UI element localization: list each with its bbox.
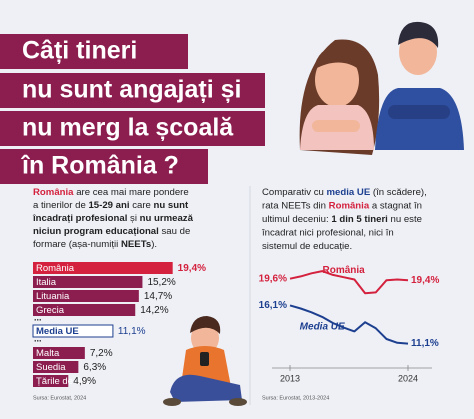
value-label: 14,2% bbox=[140, 305, 168, 316]
text-segment: ). bbox=[151, 239, 157, 250]
bar bbox=[33, 262, 173, 274]
text-segment: a tinerilor de bbox=[33, 200, 88, 211]
text-segment: România bbox=[329, 200, 370, 211]
start-label: 16,1% bbox=[259, 300, 287, 311]
line-series bbox=[289, 304, 409, 345]
text-segment: 15-29 ani bbox=[88, 200, 129, 211]
ellipsis: ... bbox=[34, 333, 42, 343]
title: Câți tineri nu sunt angajați și nu merg … bbox=[0, 34, 265, 184]
end-label: 19,4% bbox=[411, 275, 439, 286]
text-segment: rata NEETs din bbox=[262, 200, 329, 211]
right-paragraph: Comparativ cu media UE (în scădere), rata… bbox=[261, 187, 427, 252]
text-segment: încadrați profesional bbox=[32, 213, 127, 224]
title-line: nu sunt angajați și bbox=[22, 76, 241, 104]
text-segment: NEETs bbox=[121, 239, 151, 250]
line-chart: 2013 2024 19,6% 19,4% România 16,1% 11,1% Media… bbox=[259, 265, 440, 402]
title-line: nu merg la școală bbox=[22, 114, 234, 142]
text-segment: (în scădere), bbox=[370, 187, 427, 198]
illustration-people bbox=[299, 21, 464, 155]
title-line: în România ? bbox=[20, 152, 179, 180]
source: Sursa: Eurostat, 2024 bbox=[33, 395, 86, 401]
bar-chart: România 19,4% Italia 15,2% Lituania 14,7% Grec… bbox=[32, 262, 206, 401]
bar-category: România bbox=[36, 263, 75, 274]
x-tick-label: 2013 bbox=[280, 373, 300, 383]
x-tick-label: 2024 bbox=[398, 373, 418, 383]
bar bbox=[33, 361, 79, 373]
text-segment: 1 din 5 tineri bbox=[331, 214, 388, 225]
bar bbox=[33, 375, 69, 387]
text-segment: nu sunt bbox=[154, 200, 189, 211]
value-label: 19,4% bbox=[178, 263, 206, 274]
end-label: 11,1% bbox=[411, 338, 439, 349]
text-segment: ultimul deceniu: bbox=[262, 214, 331, 225]
text-segment: România bbox=[33, 187, 74, 198]
title-banner bbox=[0, 149, 208, 184]
value-label: 11,1% bbox=[118, 326, 146, 337]
text-segment: niciun program educațional bbox=[33, 226, 159, 237]
bar-category: Media UE bbox=[36, 326, 79, 337]
title-banner bbox=[0, 34, 188, 69]
value-label: 14,7% bbox=[144, 291, 172, 302]
bar-category: Suedia bbox=[36, 362, 66, 373]
value-label: 4,9% bbox=[73, 376, 96, 387]
value-label: 6,3% bbox=[83, 362, 106, 373]
illustration-sitting bbox=[163, 316, 247, 406]
start-label: 19,6% bbox=[259, 273, 287, 284]
text-segment: sistemul de educație. bbox=[262, 241, 352, 252]
text-segment: Comparativ cu bbox=[262, 187, 327, 198]
bar bbox=[32, 324, 114, 338]
bar-category: Țările de Jos bbox=[36, 376, 91, 387]
text-segment: care bbox=[130, 200, 154, 211]
value-label: 7,2% bbox=[90, 348, 113, 359]
text-segment: nu este bbox=[388, 214, 422, 225]
text-segment: a stagnat în bbox=[369, 200, 422, 211]
source: Sursa: Eurostat, 2013-2024 bbox=[262, 395, 329, 401]
title-banner bbox=[0, 111, 265, 146]
bar bbox=[33, 290, 139, 302]
text-segment: și bbox=[127, 213, 139, 224]
title-banner bbox=[0, 73, 265, 108]
text-segment: media UE bbox=[327, 187, 371, 198]
title-line: Câți tineri bbox=[22, 37, 137, 65]
left-paragraph: România are cea mai mare pondere a tineri… bbox=[32, 187, 194, 250]
text-segment: are cea mai mare pondere bbox=[74, 187, 189, 198]
series-name: Media UE bbox=[300, 322, 345, 333]
ellipsis: ... bbox=[34, 312, 42, 322]
text-segment: încadrat nici profesional, nici în bbox=[261, 227, 394, 238]
line-series bbox=[289, 270, 409, 295]
bar bbox=[33, 304, 136, 316]
bar-category: Italia bbox=[36, 277, 57, 288]
bar bbox=[33, 347, 85, 359]
bar-category: Malta bbox=[36, 348, 60, 359]
text-segment: formare (așa-numiții bbox=[33, 239, 121, 250]
bar-category: Grecia bbox=[36, 305, 65, 316]
bar-category: Lituania bbox=[36, 291, 70, 302]
text-segment: nu urmează bbox=[140, 213, 194, 224]
text-segment: sau de bbox=[159, 226, 190, 237]
series-name: România bbox=[323, 265, 366, 276]
bar bbox=[33, 276, 143, 288]
value-label: 15,2% bbox=[147, 277, 175, 288]
